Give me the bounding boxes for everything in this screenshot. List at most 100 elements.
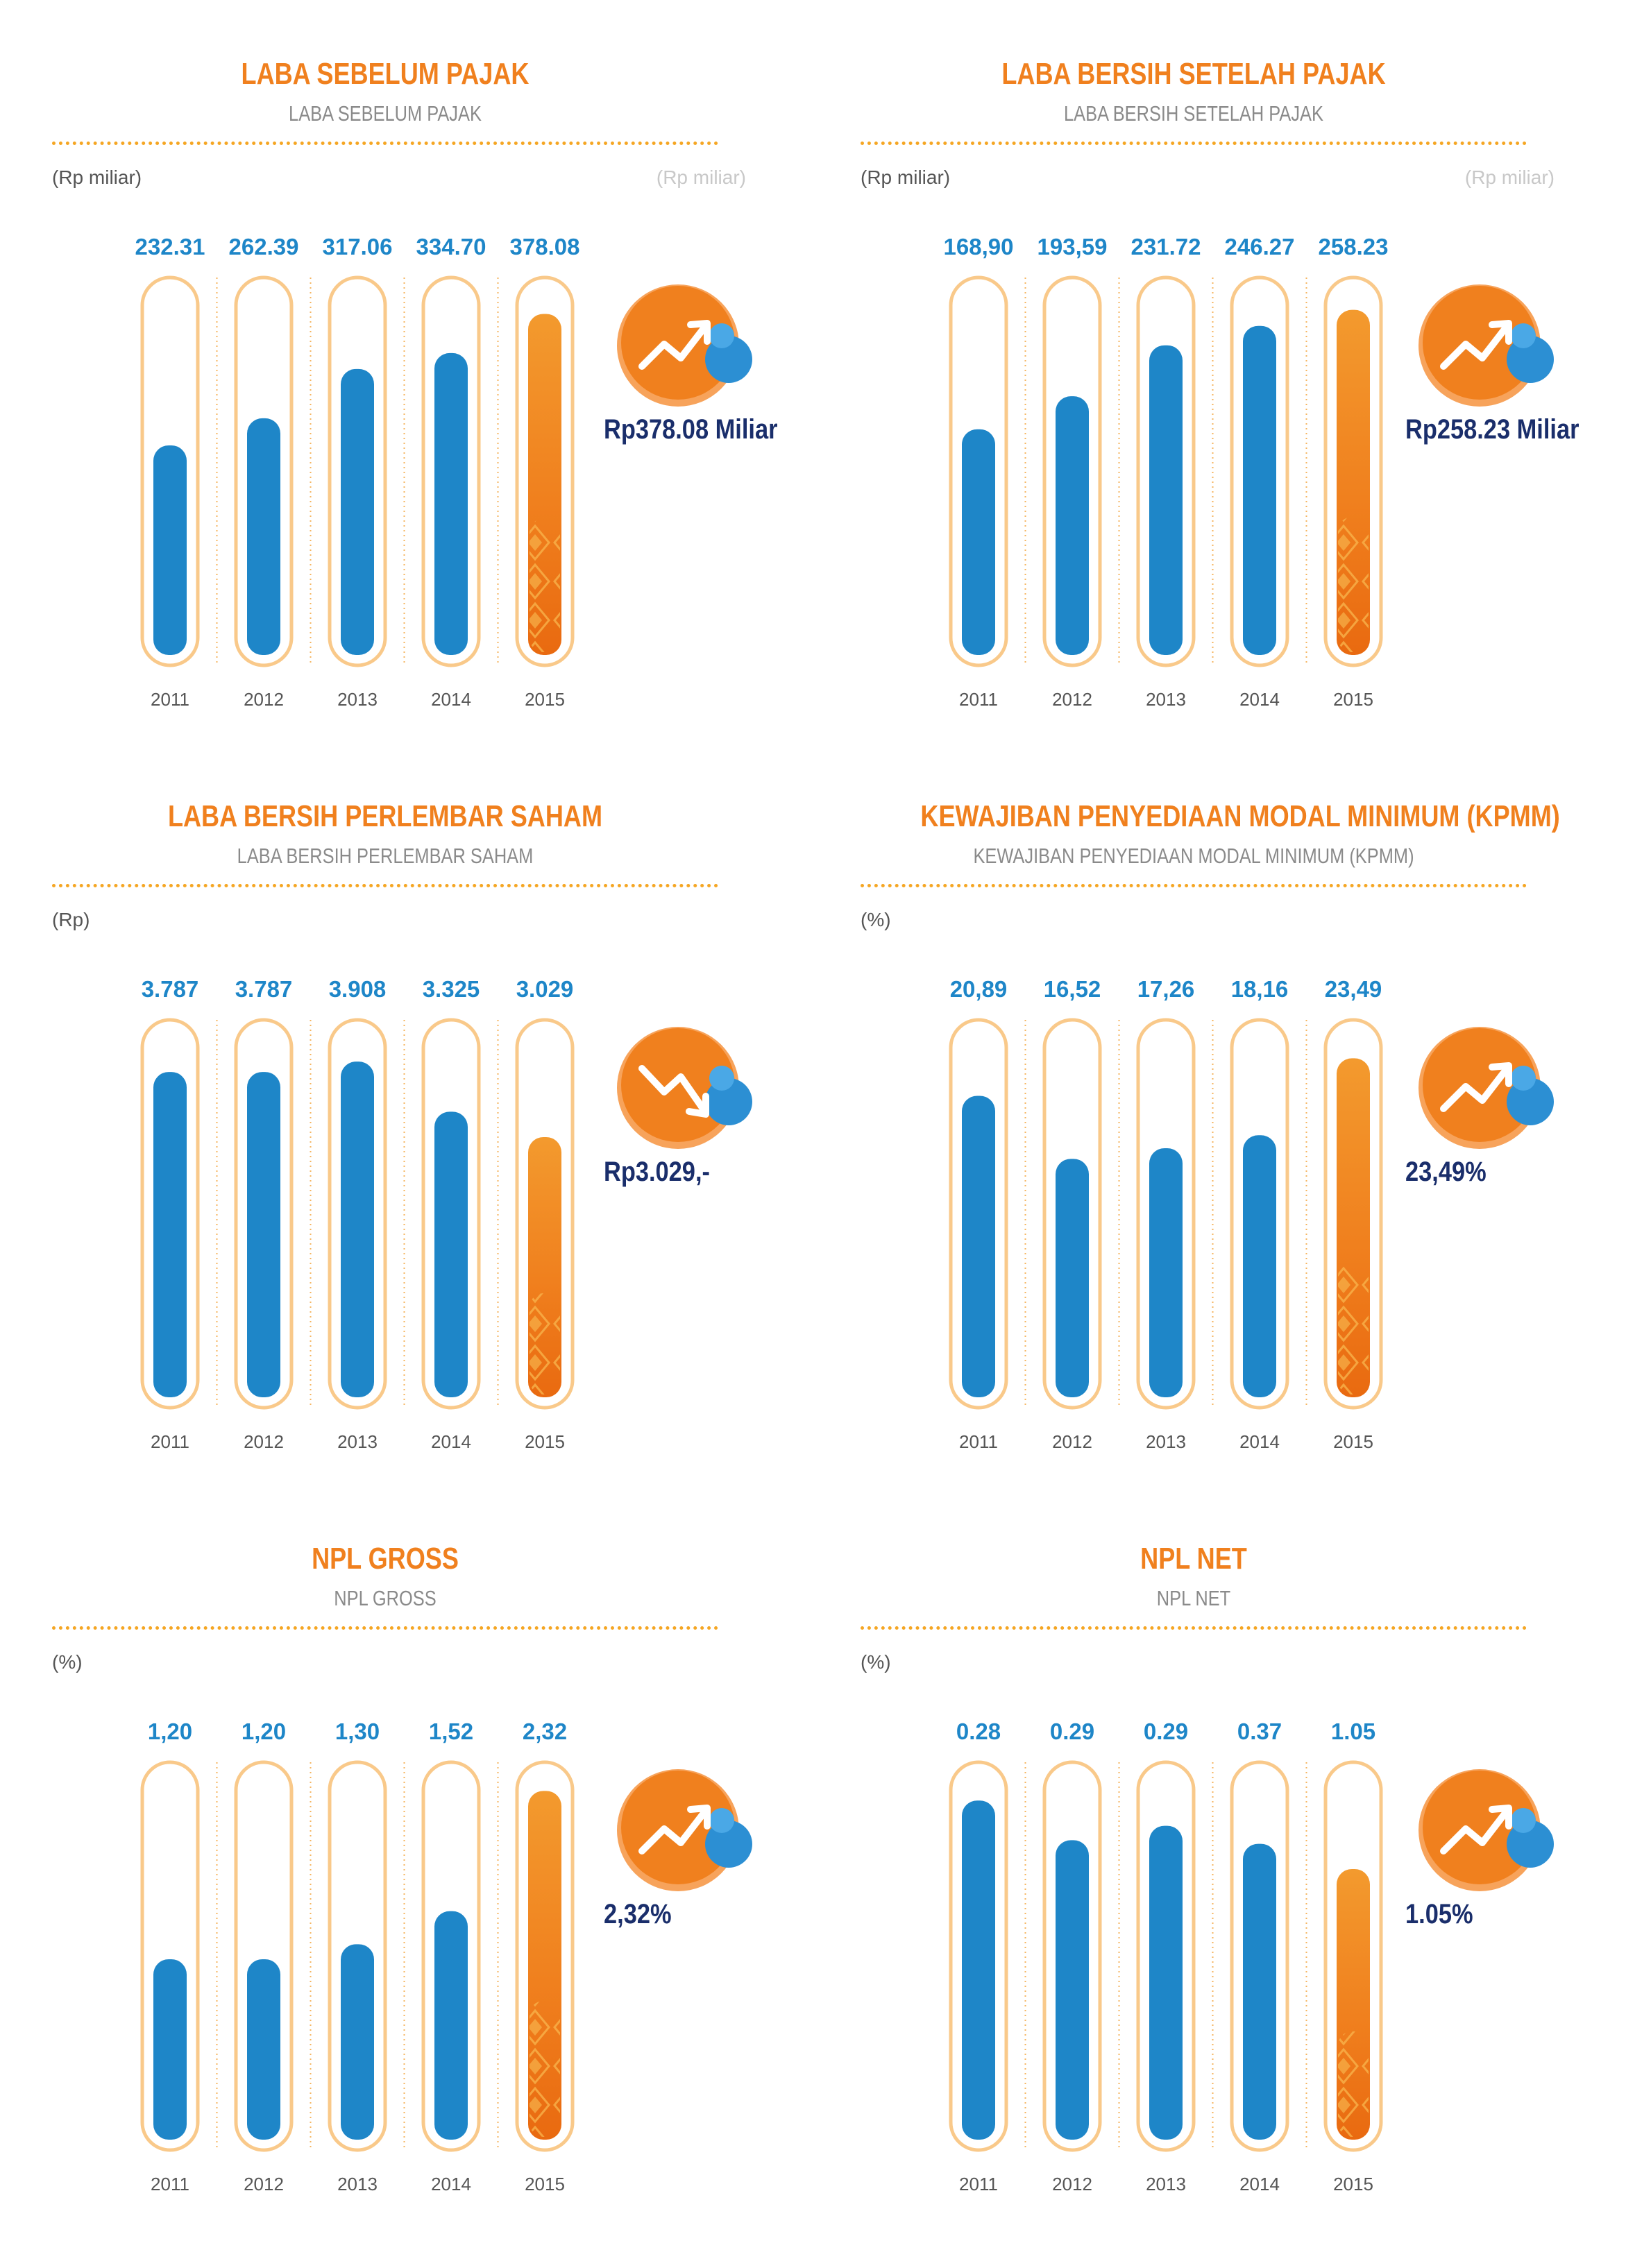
year-label-2011: 2011 (959, 1431, 998, 1452)
bar-2014 (1243, 1135, 1276, 1397)
bar-chart: 168,90 2011 193,59 2012 231.72 2013 246.27 2014… (944, 234, 1389, 710)
value-label-2014: 334.70 (416, 234, 486, 259)
chart-title: NPL NET (1140, 1542, 1247, 1576)
chart-panel-laba-per-saham: LABA BERSIH PERLEMBAR SAHAM LABA BERSIH P… (52, 799, 752, 1493)
trend-up-icon (1416, 278, 1555, 409)
unit-label-secondary: (Rp miliar) (656, 167, 746, 188)
dotted-divider (52, 142, 718, 145)
value-label-2011: 0.28 (956, 1719, 1001, 1744)
bar-2014 (434, 1911, 468, 2140)
year-label-2012: 2012 (1052, 689, 1092, 710)
value-label-2012: 262.39 (229, 234, 299, 259)
chart-panel-npl-gross: NPL GROSS NPL GROSS (%) 1,20 2011 1,20 2012 1,3… (52, 1542, 752, 2235)
value-label-2013: 231.72 (1131, 234, 1201, 259)
bar-2013 (1149, 1825, 1183, 2140)
bar-chart: 20,89 2011 16,52 2012 17,26 2013 18,16 2014 23,4… (949, 976, 1383, 1452)
year-label-2013: 2013 (337, 2174, 378, 2194)
year-label-2011: 2011 (959, 689, 998, 710)
bar-2013 (1149, 345, 1183, 655)
value-label-2015: 23,49 (1325, 976, 1382, 1002)
value-label-2014: 0.37 (1237, 1719, 1282, 1744)
trend-up-icon (614, 278, 753, 409)
unit-label: (%) (861, 909, 891, 930)
year-label-2012: 2012 (244, 689, 284, 710)
year-label-2015: 2015 (1333, 689, 1373, 710)
chart-title: LABA BERSIH PERLEMBAR SAHAM (167, 799, 603, 833)
chart-title: LABA SEBELUM PAJAK (241, 57, 530, 91)
value-label-2015: 258.23 (1319, 234, 1389, 259)
bar-2013 (1149, 1148, 1183, 1397)
year-label-2015: 2015 (525, 2174, 565, 2194)
bar-2011 (153, 1959, 187, 2140)
bar-2012 (247, 1959, 280, 2140)
bar-2011 (153, 1072, 187, 1397)
value-label-2015: 3.029 (516, 976, 574, 1002)
value-label-2013: 3.908 (329, 976, 387, 1002)
dotted-divider (861, 884, 1527, 887)
bar-pattern (1338, 2031, 1369, 2137)
callout-value: 2,32% (604, 1899, 672, 1929)
value-label-2012: 0.29 (1050, 1719, 1094, 1744)
value-label-2014: 18,16 (1231, 976, 1289, 1002)
chart-title: LABA BERSIH SETELAH PAJAK (1001, 57, 1386, 91)
value-label-2015: 2,32 (523, 1719, 567, 1744)
chart-panel-npl-net: NPL NET NPL NET (%) 0.28 2011 0.29 2012 0.29 201… (861, 1542, 1555, 2235)
value-label-2011: 232.31 (135, 234, 205, 259)
bar-chart: 0.28 2011 0.29 2012 0.29 2013 0.37 2014 1.05 2015 (949, 1719, 1383, 2194)
bar-2011 (153, 445, 187, 655)
trend-up-icon (614, 1762, 753, 1894)
trend-up-icon (1416, 1020, 1555, 1152)
value-label-2015: 1.05 (1331, 1719, 1375, 1744)
year-label-2015: 2015 (1333, 2174, 1373, 2194)
value-label-2013: 317.06 (323, 234, 393, 259)
year-label-2015: 2015 (525, 689, 565, 710)
callout-value: 23,49% (1405, 1157, 1487, 1187)
callout-value: 1.05% (1405, 1899, 1473, 1929)
value-label-2015: 378.08 (510, 234, 580, 259)
year-label-2014: 2014 (1239, 2174, 1280, 2194)
callout-value: Rp378.08 Miliar (604, 414, 778, 445)
bar-pattern (530, 518, 560, 652)
year-label-2013: 2013 (1146, 2174, 1186, 2194)
bar-2012 (1056, 1159, 1089, 1397)
unit-label: (%) (861, 1651, 891, 1673)
dotted-divider (52, 884, 718, 887)
value-label-2011: 3.787 (142, 976, 199, 1002)
bar-2012 (247, 1072, 280, 1397)
bar-2013 (341, 368, 374, 655)
unit-label-secondary: (Rp miliar) (1464, 167, 1555, 188)
year-label-2014: 2014 (1239, 1431, 1280, 1452)
year-label-2012: 2012 (244, 1431, 284, 1452)
chart-title: KEWAJIBAN PENYEDIAAN MODAL MINIMUM (KPMM… (920, 799, 1560, 833)
bar-chart: 232.31 2011 262.39 2012 317.06 2013 334.70 2014… (135, 234, 580, 710)
value-label-2013: 17,26 (1137, 976, 1195, 1002)
bar-2012 (1056, 1840, 1089, 2140)
bar-2014 (434, 352, 468, 655)
bar-2013 (341, 1944, 374, 2140)
unit-label: (Rp miliar) (52, 167, 142, 188)
bar-2013 (341, 1061, 374, 1397)
bar-pattern (1338, 1261, 1369, 1395)
chart-subtitle: NPL NET (1156, 1586, 1231, 1610)
callout-value: Rp3.029,- (604, 1157, 710, 1187)
year-label-2015: 2015 (525, 1431, 565, 1452)
callout-value: Rp258.23 Miliar (1405, 414, 1580, 445)
chart-subtitle: NPL GROSS (334, 1586, 437, 1610)
trend-up-icon (1416, 1762, 1555, 1894)
value-label-2014: 3.325 (423, 976, 480, 1002)
year-label-2015: 2015 (1333, 1431, 1373, 1452)
trend-down-icon (614, 1020, 753, 1152)
bar-pattern (1338, 517, 1369, 652)
value-label-2012: 193,59 (1038, 234, 1108, 259)
year-label-2011: 2011 (151, 689, 189, 710)
bar-2012 (247, 418, 280, 655)
bar-pattern (530, 1293, 560, 1395)
value-label-2011: 20,89 (950, 976, 1008, 1002)
value-label-2013: 0.29 (1144, 1719, 1188, 1744)
value-label-2014: 246.27 (1225, 234, 1295, 259)
year-label-2013: 2013 (337, 1431, 378, 1452)
year-label-2013: 2013 (337, 689, 378, 710)
bar-chart: 1,20 2011 1,20 2012 1,30 2013 1,52 2014 2,32 2015 (140, 1719, 575, 2194)
year-label-2014: 2014 (431, 2174, 471, 2194)
value-label-2011: 168,90 (944, 234, 1014, 259)
